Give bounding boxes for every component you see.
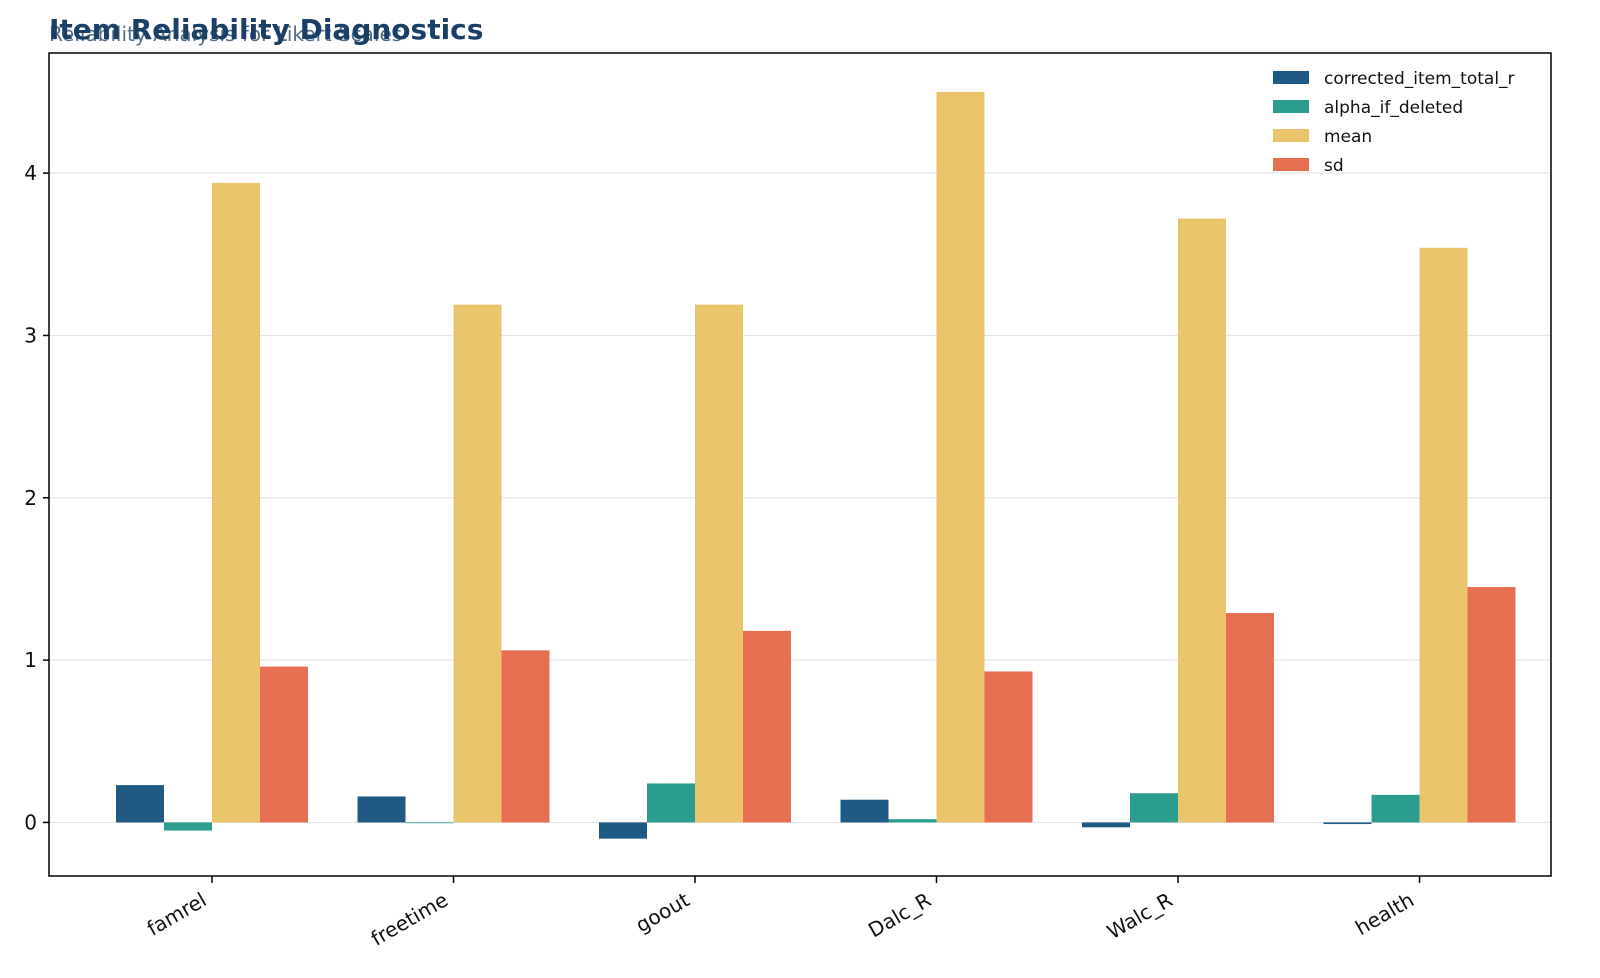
bar-corrected_item_total_r-famrel xyxy=(116,785,164,823)
bar-alpha_if_deleted-freetime xyxy=(405,822,454,824)
legend-label-mean: mean xyxy=(1324,127,1372,147)
bar-alpha_if_deleted-Walc_R xyxy=(1130,793,1178,823)
chart-title: Item Reliability Diagnostics xyxy=(49,13,483,46)
bar-sd-Walc_R xyxy=(1226,613,1274,823)
y-tick-label-1: 1 xyxy=(24,648,37,672)
bar-corrected_item_total_r-freetime xyxy=(357,796,406,823)
bar-corrected_item_total_r-Walc_R xyxy=(1082,822,1130,828)
bar-corrected_item_total_r-goout xyxy=(599,822,647,839)
bar-mean-Dalc_R xyxy=(936,91,985,823)
legend-swatch-alpha_if_deleted xyxy=(1273,100,1309,113)
legend-swatch-sd xyxy=(1273,158,1309,171)
bar-alpha_if_deleted-health xyxy=(1371,794,1420,823)
legend-label-sd: sd xyxy=(1324,156,1344,176)
bar-corrected_item_total_r-health xyxy=(1323,822,1372,825)
chart-subtitle: Reliability Analysis for Likert Scales xyxy=(49,22,402,46)
bar-mean-freetime xyxy=(453,304,502,823)
bar-mean-goout xyxy=(695,304,743,823)
bar-mean-Walc_R xyxy=(1178,218,1226,823)
x-tick-label-Dalc_R: Dalc_R xyxy=(864,887,935,942)
x-tick-label-goout: goout xyxy=(632,887,694,937)
bar-sd-goout xyxy=(743,630,791,823)
legend: corrected_item_total_r alpha_if_deletedme… xyxy=(1273,69,1515,176)
legend-label-alpha_if_deleted: alpha_if_deleted xyxy=(1324,98,1463,118)
plot-area: 0 1 2 3 4 famrel freetime goout Dalc_R Walc_R heal… xyxy=(24,52,1552,951)
bar-mean-health xyxy=(1419,247,1468,823)
bar-sd-health xyxy=(1467,587,1516,823)
legend-swatch-corrected_item_total_r xyxy=(1273,71,1309,84)
legend-swatch-mean xyxy=(1273,129,1309,142)
bar-sd-freetime xyxy=(501,650,550,823)
legend-label-corrected_item_total_r: corrected_item_total_r xyxy=(1324,69,1515,89)
y-tick-label-2: 2 xyxy=(24,486,37,510)
bar-alpha_if_deleted-goout xyxy=(647,783,695,823)
bar-sd-famrel xyxy=(260,666,308,823)
bar-sd-Dalc_R xyxy=(984,671,1033,823)
y-tick-label-0: 0 xyxy=(24,810,37,834)
bar-alpha_if_deleted-famrel xyxy=(164,822,212,831)
bar-corrected_item_total_r-Dalc_R xyxy=(840,799,889,823)
x-tick-label-famrel: famrel xyxy=(143,888,211,941)
x-tick-label-health: health xyxy=(1351,888,1418,940)
y-tick-label-4: 4 xyxy=(24,161,37,185)
bar-alpha_if_deleted-Dalc_R xyxy=(888,819,937,823)
x-tick-label-Walc_R: Walc_R xyxy=(1103,887,1177,943)
x-tick-label-freetime: freetime xyxy=(367,888,452,951)
axes-frame xyxy=(48,52,1552,877)
bar-mean-famrel xyxy=(212,182,260,823)
y-tick-label-3: 3 xyxy=(24,323,37,347)
